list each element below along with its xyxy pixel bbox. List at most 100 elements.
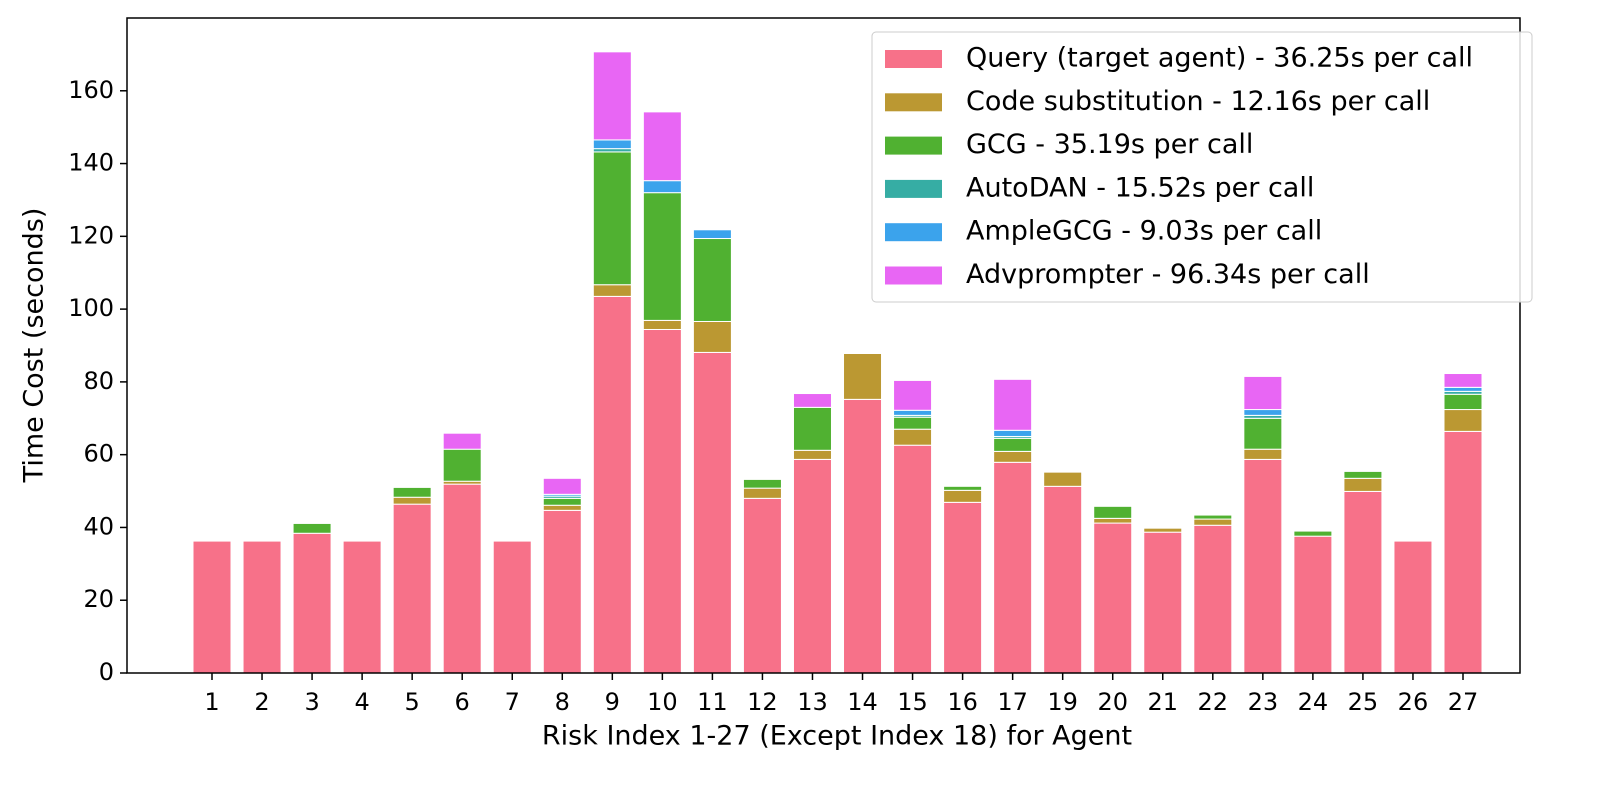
- y-tick-label: 120: [68, 221, 114, 249]
- bar-segment: [592, 51, 632, 141]
- x-axis-label: Risk Index 1-27 (Except Index 18) for Ag…: [542, 721, 1132, 752]
- legend-swatch: [885, 179, 942, 198]
- bar-segment: [192, 540, 232, 674]
- x-tick-label: 4: [354, 688, 369, 716]
- x-tick-label: 24: [1298, 688, 1329, 716]
- x-tick-label: 26: [1398, 688, 1429, 716]
- bar-segment: [642, 319, 682, 330]
- x-tick-label: 1: [204, 688, 219, 716]
- x-tick-label: 12: [747, 688, 778, 716]
- x-tick-label: 27: [1448, 688, 1479, 716]
- bar-segment: [1193, 514, 1233, 520]
- bar-segment: [1043, 471, 1083, 487]
- bar-segment: [1343, 470, 1383, 479]
- bar-segment: [1443, 430, 1483, 674]
- bar-segment: [1293, 530, 1333, 537]
- plot-frame: [126, 17, 1521, 674]
- bar-segment: [342, 540, 382, 674]
- bar-segment: [1143, 531, 1183, 674]
- bar-segment: [893, 409, 933, 416]
- x-tick-label: 7: [505, 688, 520, 716]
- bar-segment: [1243, 448, 1283, 460]
- bar-segment: [792, 406, 832, 451]
- y-tick-label: 0: [99, 658, 114, 686]
- bar-segment: [843, 398, 883, 674]
- bar-segment: [1093, 517, 1133, 524]
- bar-segment: [1243, 375, 1283, 411]
- x-tick-label: 17: [997, 688, 1028, 716]
- bar-segment: [1243, 409, 1283, 416]
- x-tick-label: 5: [405, 688, 420, 716]
- y-tick-label: 20: [83, 585, 114, 613]
- y-tick-label: 40: [83, 512, 114, 540]
- y-tick-label: 140: [68, 149, 114, 177]
- bar-segment: [943, 501, 983, 674]
- bar-segment: [392, 503, 432, 674]
- bar-segment: [1143, 527, 1183, 533]
- x-tick-label: 2: [254, 688, 269, 716]
- bar-segment: [692, 238, 732, 322]
- bar-segment: [1343, 477, 1383, 492]
- bar-segment: [1293, 535, 1333, 674]
- legend-box: [871, 31, 1533, 303]
- bar-segment: [292, 522, 332, 534]
- x-tick-label: 14: [847, 688, 878, 716]
- bar-segment: [642, 328, 682, 674]
- bar-segment: [792, 393, 832, 408]
- y-tick-label: 60: [83, 440, 114, 468]
- bar-segment: [642, 111, 682, 182]
- bar-segment: [592, 139, 632, 150]
- bar-segment: [592, 151, 632, 286]
- legend-label: Code substitution - 12.16s per call: [966, 86, 1430, 117]
- bar-segment: [242, 540, 282, 674]
- bar-segment: [1093, 505, 1133, 519]
- x-tick-label: 6: [455, 688, 470, 716]
- x-tick-label: 11: [697, 688, 728, 716]
- legend-swatch: [885, 223, 942, 242]
- bar-segment: [1043, 485, 1083, 674]
- legend-label: AmpleGCG - 9.03s per call: [966, 216, 1322, 247]
- legend-label: AutoDAN - 15.52s per call: [966, 172, 1314, 203]
- bar-segment: [1393, 540, 1433, 674]
- bar-segment: [993, 378, 1033, 431]
- bar-segment: [1443, 409, 1483, 432]
- bar-segment: [1443, 393, 1483, 411]
- x-tick-label: 20: [1097, 688, 1128, 716]
- legend-swatch: [885, 136, 942, 155]
- bar-segment: [542, 497, 582, 506]
- bar-segment: [792, 449, 832, 460]
- bar-segment: [1193, 518, 1233, 526]
- bar-segment: [1443, 386, 1483, 392]
- y-tick-label: 80: [83, 367, 114, 395]
- bar-segment: [642, 180, 682, 194]
- bar-segment: [542, 477, 582, 495]
- bar-segment: [692, 320, 732, 353]
- bar-segment: [943, 489, 983, 503]
- legend-swatch: [885, 50, 942, 68]
- bar-segment: [392, 486, 432, 498]
- x-tick-label: 3: [304, 688, 319, 716]
- legend-label: Query (target agent) - 36.25s per call: [966, 43, 1473, 74]
- x-tick-label: 25: [1348, 688, 1379, 716]
- x-tick-label: 8: [555, 688, 570, 716]
- y-axis-label: Time Cost (seconds): [19, 208, 50, 484]
- bar-segment: [1243, 458, 1283, 674]
- bar-segment: [442, 448, 482, 482]
- bar-segment: [592, 284, 632, 297]
- bar-segment: [492, 540, 532, 674]
- bar-segment: [742, 487, 782, 499]
- bar-segment: [893, 379, 933, 411]
- bar-segment: [1343, 490, 1383, 674]
- bar-segment: [692, 351, 732, 674]
- bar-segment: [542, 504, 582, 511]
- bar-segment: [292, 532, 332, 674]
- bar-segment: [592, 295, 632, 674]
- y-tick-label: 100: [68, 294, 114, 322]
- x-tick-label: 16: [947, 688, 978, 716]
- x-tick-label: 22: [1198, 688, 1229, 716]
- x-tick-label: 21: [1147, 688, 1178, 716]
- bar-segment: [392, 496, 432, 505]
- bar-segment: [542, 509, 582, 674]
- bar-segment: [843, 353, 883, 400]
